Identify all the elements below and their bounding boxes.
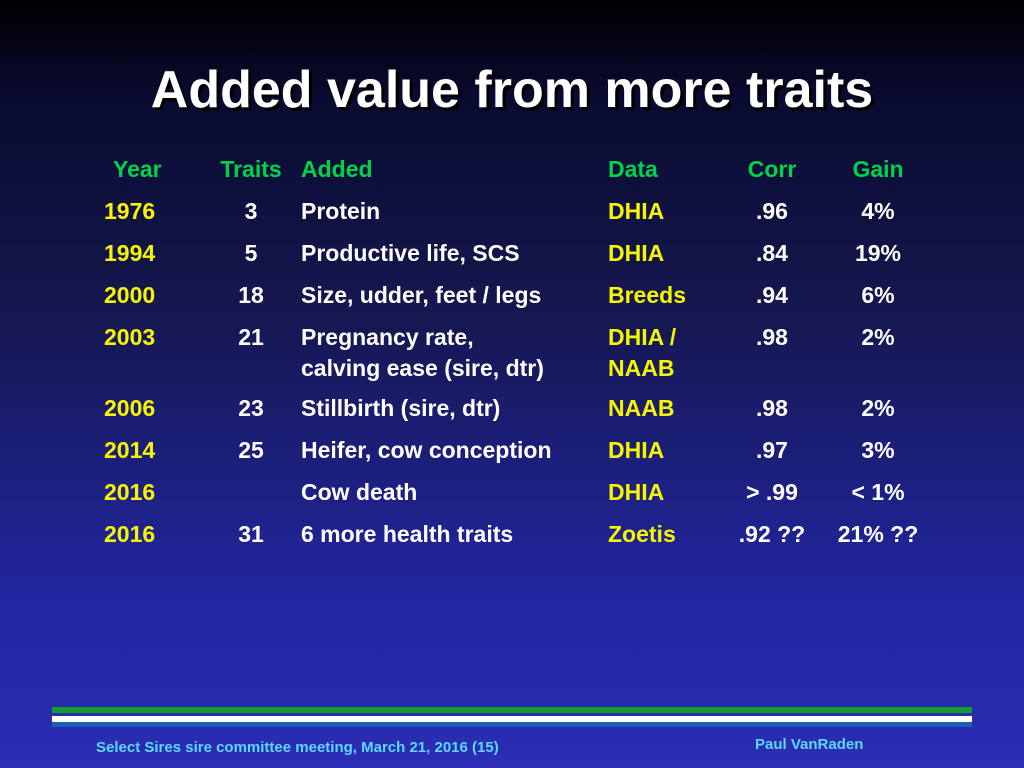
cell-traits: 31 [238, 521, 264, 547]
cell-corr: .97 [756, 437, 788, 463]
table-row: 2000 18 Size, udder, feet / legs Breeds … [104, 280, 938, 322]
cell-added: Cow death [301, 479, 418, 505]
cell-gain: < 1% [851, 479, 905, 505]
table-row: 1994 5 Productive life, SCS DHIA .84 19% [104, 238, 938, 280]
cell-traits: 25 [238, 437, 264, 463]
footer-event-text: Select Sires sire committee meeting, Mar… [96, 739, 499, 756]
cell-gain: 4% [861, 198, 895, 224]
cell-data: DHIA / NAAB [608, 322, 726, 393]
cell-added: Size, udder, feet / legs [301, 282, 542, 308]
cell-traits: 18 [238, 282, 264, 308]
table-row: 2014 25 Heifer, cow conception DHIA .97 … [104, 435, 938, 477]
cell-data: DHIA [608, 240, 665, 266]
cell-gain: 2% [861, 324, 895, 350]
cell-traits [201, 477, 301, 519]
table-row: 2016 31 6 more health traits Zoetis .92 … [104, 519, 938, 561]
table-row: 2006 23 Stillbirth (sire, dtr) NAAB .98 … [104, 393, 938, 435]
cell-corr: .98 [756, 324, 788, 350]
cell-traits: 21 [238, 324, 264, 350]
cell-added: Protein [301, 198, 381, 224]
cell-data: DHIA [608, 437, 665, 463]
cell-year: 2006 [104, 395, 156, 421]
header-gain: Gain [852, 156, 904, 182]
table-row: 1976 3 Protein DHIA .96 4% [104, 196, 938, 238]
header-traits: Traits [220, 156, 282, 182]
footer-rule-green [52, 707, 972, 713]
table-header-row: Year Traits Added Data Corr Gain [104, 154, 938, 196]
cell-corr: .94 [756, 282, 788, 308]
cell-corr: > .99 [746, 479, 798, 505]
cell-gain: 2% [861, 395, 895, 421]
cell-added-line1: Pregnancy rate, [301, 324, 474, 350]
cell-year: 2000 [104, 282, 156, 308]
cell-added: Pregnancy rate, calving ease (sire, dtr) [301, 322, 608, 393]
cell-data-line1: DHIA / [608, 324, 677, 350]
footer-author-text: Paul VanRaden [755, 736, 864, 753]
header-data: Data [608, 156, 658, 182]
cell-added: 6 more health traits [301, 521, 514, 547]
cell-year: 2014 [104, 437, 156, 463]
cell-gain: 6% [861, 282, 895, 308]
cell-data: NAAB [608, 395, 675, 421]
cell-gain: 19% [854, 240, 902, 266]
cell-data-line2: NAAB [608, 355, 675, 381]
slide-title: Added value from more traits [150, 61, 874, 119]
cell-data: Zoetis [608, 521, 676, 547]
cell-data: Breeds [608, 282, 686, 308]
table-row: 2016 Cow death DHIA > .99 < 1% [104, 477, 938, 519]
cell-year: 2016 [104, 521, 156, 547]
cell-data: DHIA [608, 479, 665, 505]
cell-year: 2016 [104, 479, 156, 505]
header-added: Added [301, 156, 373, 182]
cell-year: 1994 [104, 240, 156, 266]
cell-corr: .96 [756, 198, 788, 224]
cell-year: 2003 [104, 324, 156, 350]
cell-added: Productive life, SCS [301, 240, 520, 266]
cell-traits: 5 [244, 240, 258, 266]
footer-rule-blue [52, 722, 972, 727]
cell-added: Stillbirth (sire, dtr) [301, 395, 501, 421]
cell-corr: .84 [756, 240, 788, 266]
footer-rule-white [52, 716, 972, 722]
cell-gain: 3% [861, 437, 895, 463]
table-row: 2003 21 Pregnancy rate, calving ease (si… [104, 322, 938, 393]
cell-year: 1976 [104, 198, 156, 224]
cell-traits: 23 [238, 395, 264, 421]
cell-corr: .92 ?? [738, 521, 806, 547]
cell-added-line2: calving ease (sire, dtr) [301, 355, 544, 381]
header-corr: Corr [747, 156, 797, 182]
cell-data: DHIA [608, 198, 665, 224]
cell-corr: .98 [756, 395, 788, 421]
cell-added: Heifer, cow conception [301, 437, 552, 463]
cell-gain: 21% ?? [837, 521, 919, 547]
traits-table: Year Traits Added Data Corr Gain 1976 3 … [104, 154, 938, 561]
cell-traits: 3 [244, 198, 258, 224]
header-year: Year [113, 156, 162, 182]
